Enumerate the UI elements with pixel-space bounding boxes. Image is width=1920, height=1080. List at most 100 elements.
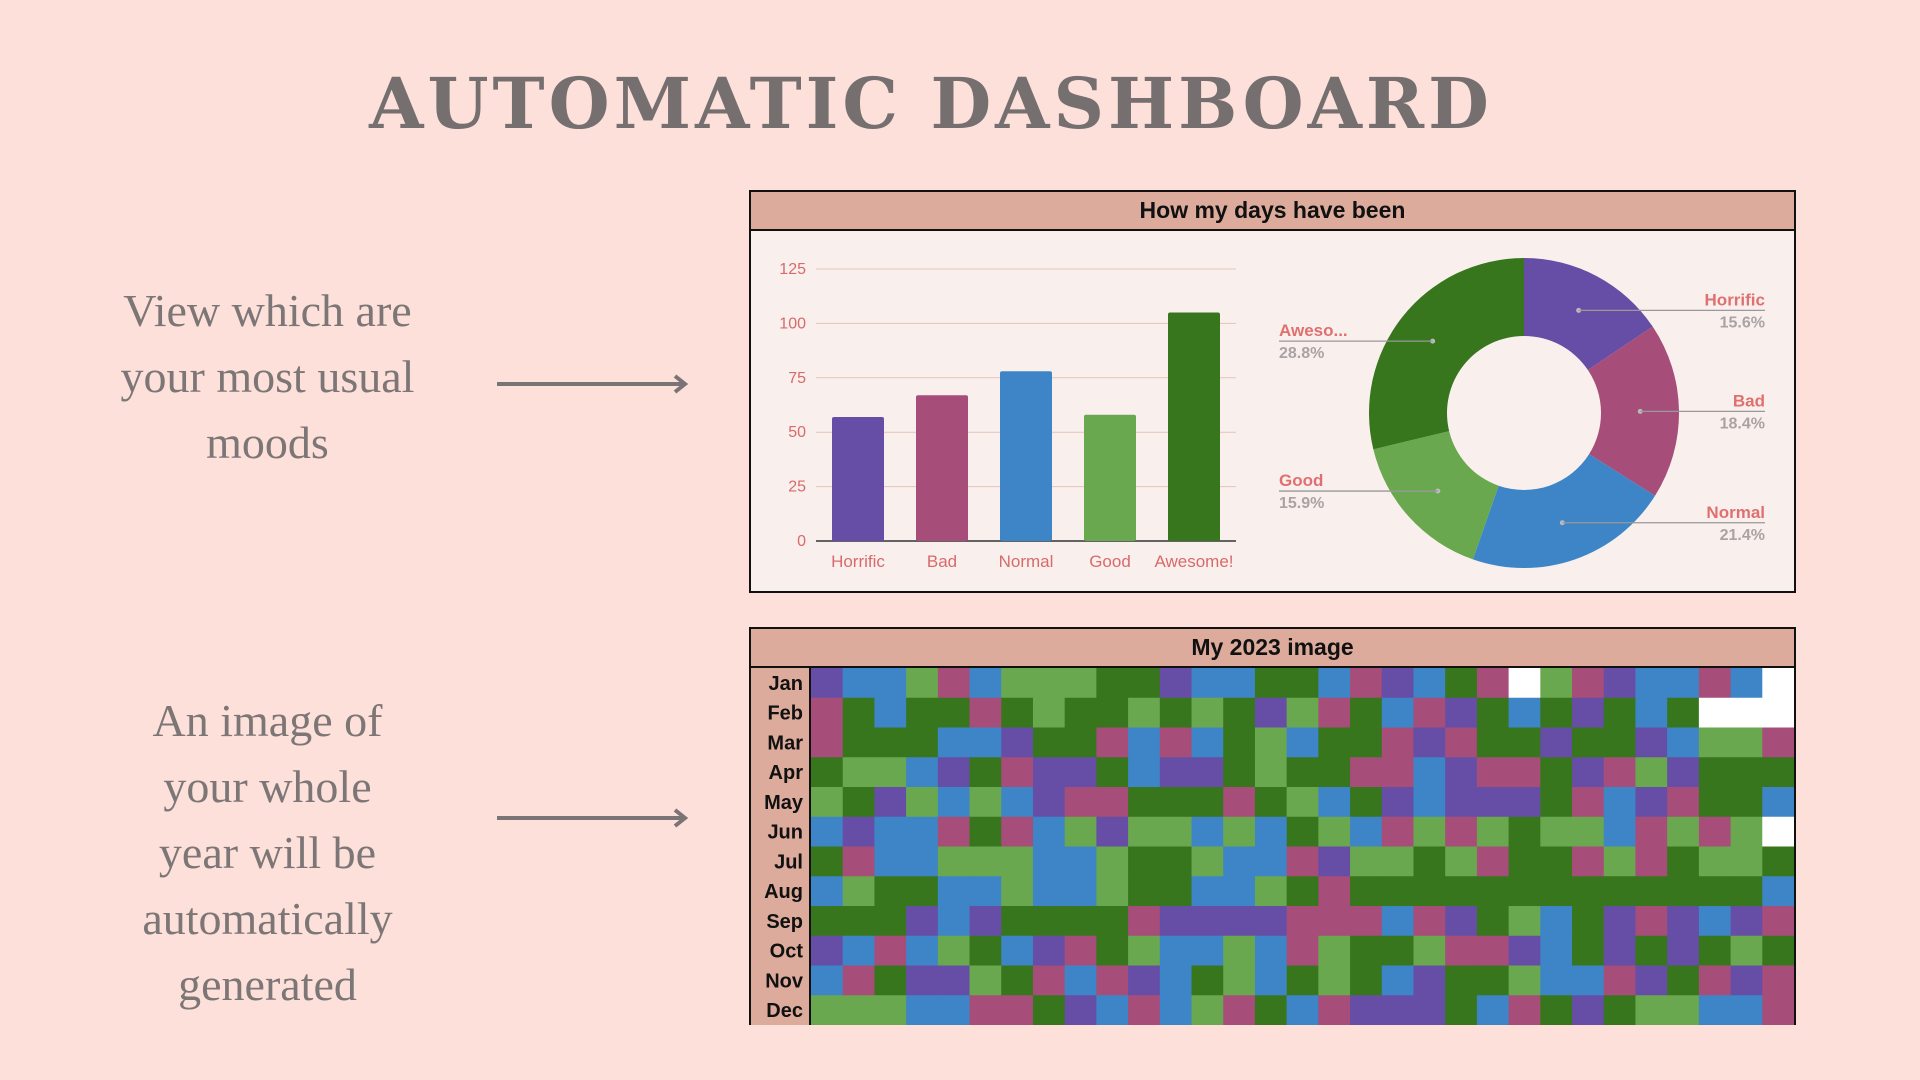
y-tick-label: 75 [788, 370, 806, 387]
day-cell [1223, 816, 1256, 848]
day-cell [1413, 846, 1446, 877]
day-cell [1413, 668, 1446, 699]
pie-label: Normal [1706, 503, 1765, 522]
pie-label: Bad [1733, 391, 1765, 410]
day-cell [1064, 668, 1097, 699]
day-cell [1540, 906, 1573, 937]
day-cell [1730, 816, 1763, 848]
day-cell [1667, 727, 1700, 758]
day-cell [1667, 906, 1700, 937]
day-cell [1762, 697, 1794, 729]
day-cell [1254, 935, 1288, 967]
day-cell [1476, 787, 1510, 818]
day-cell [1445, 697, 1478, 729]
day-cell [906, 787, 939, 818]
day-cell [1476, 876, 1510, 907]
day-cell [1572, 935, 1605, 967]
day-cell [1223, 727, 1256, 758]
day-cell [1128, 727, 1161, 758]
day-cell [1032, 787, 1066, 818]
day-cell [1603, 757, 1637, 788]
pie-slice [1587, 326, 1679, 496]
day-cell [1572, 876, 1605, 907]
day-cell [1635, 816, 1668, 848]
day-cell [1730, 757, 1763, 788]
day-cell [1096, 697, 1129, 729]
day-cell [1191, 995, 1224, 1025]
day-cell [1540, 876, 1573, 907]
day-cell [1572, 757, 1605, 788]
day-cell [1635, 668, 1668, 699]
day-cell [842, 697, 876, 729]
day-cell [937, 816, 971, 848]
day-cell [906, 727, 939, 758]
day-cell [1128, 906, 1161, 937]
day-cell [1698, 965, 1732, 996]
day-cell [1698, 668, 1732, 699]
day-cell [1223, 906, 1256, 937]
day-cell [1096, 965, 1129, 996]
day-cell [874, 787, 907, 818]
day-cell [906, 816, 939, 848]
day-cell [1001, 697, 1034, 729]
page-title: AUTOMATIC DASHBOARD [369, 62, 1493, 145]
day-cell [1667, 816, 1700, 848]
day-cell [1762, 906, 1794, 937]
day-cell [1096, 995, 1129, 1025]
month-label: Jun [767, 822, 803, 844]
day-cell [1572, 995, 1605, 1025]
day-cell [1032, 995, 1066, 1025]
bar [832, 416, 884, 541]
day-cell [1159, 727, 1193, 758]
day-cell [1413, 965, 1446, 996]
day-cell [874, 995, 907, 1025]
day-cell [1603, 876, 1637, 907]
day-cell [1128, 846, 1161, 877]
day-cell [1032, 906, 1066, 937]
day-cell [1318, 965, 1351, 996]
day-cell [1064, 995, 1097, 1025]
day-cell [1191, 906, 1224, 937]
day-cell [1318, 697, 1351, 729]
day-cell [842, 668, 876, 699]
day-cell [1223, 787, 1256, 818]
day-cell [1508, 995, 1541, 1025]
month-label: Mar [767, 732, 803, 754]
day-cell [969, 727, 1002, 758]
day-cell [1001, 965, 1034, 996]
day-cell [1445, 727, 1478, 758]
day-cell [1635, 876, 1668, 907]
x-tick-label: Bad [927, 552, 957, 571]
day-cell [1128, 757, 1161, 788]
day-cell [1730, 727, 1763, 758]
day-cell [1413, 876, 1446, 907]
arrow-right-icon [497, 808, 689, 828]
day-cell [1318, 668, 1351, 699]
day-cell [969, 757, 1002, 788]
day-cell [1730, 697, 1763, 729]
day-cell [1286, 995, 1319, 1025]
day-cell [937, 995, 971, 1025]
day-cell [1635, 846, 1668, 877]
day-cell [1698, 757, 1732, 788]
day-cell [1508, 846, 1541, 877]
day-cell [1350, 727, 1383, 758]
day-cell [1223, 965, 1256, 996]
bar [1168, 312, 1220, 541]
day-cell [1254, 965, 1288, 996]
day-cell [1318, 876, 1351, 907]
day-cell [1032, 757, 1066, 788]
day-cell [1286, 816, 1319, 848]
day-cell [1001, 935, 1034, 967]
day-cell [874, 906, 907, 937]
day-cell [1318, 757, 1351, 788]
day-cell [1730, 668, 1763, 699]
day-cell [1572, 727, 1605, 758]
day-cell [874, 816, 907, 848]
day-cell [811, 876, 844, 907]
day-cell [1667, 757, 1700, 788]
day-cell [1286, 697, 1319, 729]
day-cell [1159, 965, 1193, 996]
day-cell [1159, 757, 1193, 788]
pie-label: Horrific [1705, 290, 1765, 309]
